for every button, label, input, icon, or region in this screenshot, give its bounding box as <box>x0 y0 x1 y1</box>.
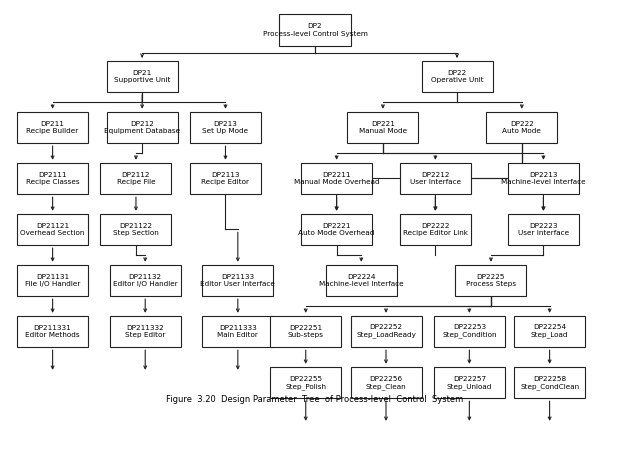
Text: DP2112
Recipe File: DP2112 Recipe File <box>117 172 155 185</box>
Text: DP211
Recipe Builder: DP211 Recipe Builder <box>26 121 79 134</box>
FancyBboxPatch shape <box>434 316 505 347</box>
Text: DP2212
User Interface: DP2212 User Interface <box>410 172 461 185</box>
FancyBboxPatch shape <box>100 163 171 194</box>
FancyBboxPatch shape <box>17 316 88 347</box>
Text: DP211333
Main Editor: DP211333 Main Editor <box>217 325 258 338</box>
FancyBboxPatch shape <box>301 214 372 245</box>
Text: DP21121
Overhead Section: DP21121 Overhead Section <box>20 223 85 236</box>
FancyBboxPatch shape <box>190 163 261 194</box>
FancyBboxPatch shape <box>17 112 88 143</box>
Text: DP21133
Editor User Interface: DP21133 Editor User Interface <box>200 274 275 287</box>
Text: DP21122
Step Section: DP21122 Step Section <box>113 223 159 236</box>
FancyBboxPatch shape <box>455 265 527 296</box>
Text: DP2224
Machine-level Interface: DP2224 Machine-level Interface <box>319 274 404 287</box>
Text: DP222
Auto Mode: DP222 Auto Mode <box>502 121 541 134</box>
FancyBboxPatch shape <box>514 316 585 347</box>
Text: DP213
Set Up Mode: DP213 Set Up Mode <box>202 121 249 134</box>
FancyBboxPatch shape <box>106 112 178 143</box>
FancyBboxPatch shape <box>421 61 493 92</box>
Text: DP2223
User Interface: DP2223 User Interface <box>518 223 569 236</box>
Text: DP22258
Step_CondClean: DP22258 Step_CondClean <box>520 375 579 390</box>
Text: DP2225
Process Steps: DP2225 Process Steps <box>466 274 516 287</box>
Text: DP22251
Sub-steps: DP22251 Sub-steps <box>288 325 324 338</box>
Text: Figure  3.20  Design Parameter  Tree  of Process-level  Control  System: Figure 3.20 Design Parameter Tree of Pro… <box>166 395 464 404</box>
FancyBboxPatch shape <box>202 316 273 347</box>
Text: DP22252
Step_LoadReady: DP22252 Step_LoadReady <box>356 325 416 339</box>
FancyBboxPatch shape <box>270 316 341 347</box>
Text: DP2221
Auto Mode Overhead: DP2221 Auto Mode Overhead <box>299 223 375 236</box>
Text: DP2211
Manual Mode Overhead: DP2211 Manual Mode Overhead <box>294 172 379 185</box>
FancyBboxPatch shape <box>110 316 181 347</box>
FancyBboxPatch shape <box>508 214 579 245</box>
Text: DP22255
Step_Polish: DP22255 Step_Polish <box>285 375 326 390</box>
FancyBboxPatch shape <box>17 214 88 245</box>
FancyBboxPatch shape <box>17 163 88 194</box>
Text: DP2
Process-level Control System: DP2 Process-level Control System <box>263 24 367 37</box>
FancyBboxPatch shape <box>190 112 261 143</box>
Text: DP22257
Step_Unload: DP22257 Step_Unload <box>447 375 492 390</box>
FancyBboxPatch shape <box>280 14 350 46</box>
FancyBboxPatch shape <box>301 163 372 194</box>
FancyBboxPatch shape <box>514 367 585 398</box>
Text: DP2213
Machine-level Interface: DP2213 Machine-level Interface <box>501 172 586 185</box>
FancyBboxPatch shape <box>508 163 579 194</box>
Text: DP22
Operative Unit: DP22 Operative Unit <box>431 70 483 83</box>
FancyBboxPatch shape <box>202 265 273 296</box>
Text: DP21
Supportive Unit: DP21 Supportive Unit <box>114 70 170 83</box>
Text: DP211331
Editor Methods: DP211331 Editor Methods <box>25 325 80 338</box>
FancyBboxPatch shape <box>326 265 397 296</box>
Text: DP22254
Step_Load: DP22254 Step_Load <box>531 325 568 339</box>
FancyBboxPatch shape <box>270 367 341 398</box>
Text: DP22253
Step_Condition: DP22253 Step_Condition <box>442 325 496 339</box>
Text: DP2111
Recipe Classes: DP2111 Recipe Classes <box>26 172 79 185</box>
Text: DP21132
Editor I/O Handler: DP21132 Editor I/O Handler <box>113 274 178 287</box>
FancyBboxPatch shape <box>350 316 421 347</box>
FancyBboxPatch shape <box>17 265 88 296</box>
Text: DP22256
Step_Clean: DP22256 Step_Clean <box>365 375 406 390</box>
FancyBboxPatch shape <box>347 112 418 143</box>
FancyBboxPatch shape <box>434 367 505 398</box>
FancyBboxPatch shape <box>400 163 471 194</box>
FancyBboxPatch shape <box>400 214 471 245</box>
Text: DP211332
Step Editor: DP211332 Step Editor <box>125 325 166 338</box>
FancyBboxPatch shape <box>486 112 558 143</box>
Text: DP212
Equipment Database: DP212 Equipment Database <box>104 121 180 134</box>
FancyBboxPatch shape <box>100 214 171 245</box>
Text: DP2222
Recipe Editor Link: DP2222 Recipe Editor Link <box>403 223 468 236</box>
FancyBboxPatch shape <box>106 61 178 92</box>
Text: DP221
Manual Mode: DP221 Manual Mode <box>359 121 407 134</box>
FancyBboxPatch shape <box>110 265 181 296</box>
Text: DP21131
File I/O Handler: DP21131 File I/O Handler <box>25 274 80 287</box>
FancyBboxPatch shape <box>350 367 421 398</box>
Text: DP2113
Recipe Editor: DP2113 Recipe Editor <box>202 172 249 185</box>
